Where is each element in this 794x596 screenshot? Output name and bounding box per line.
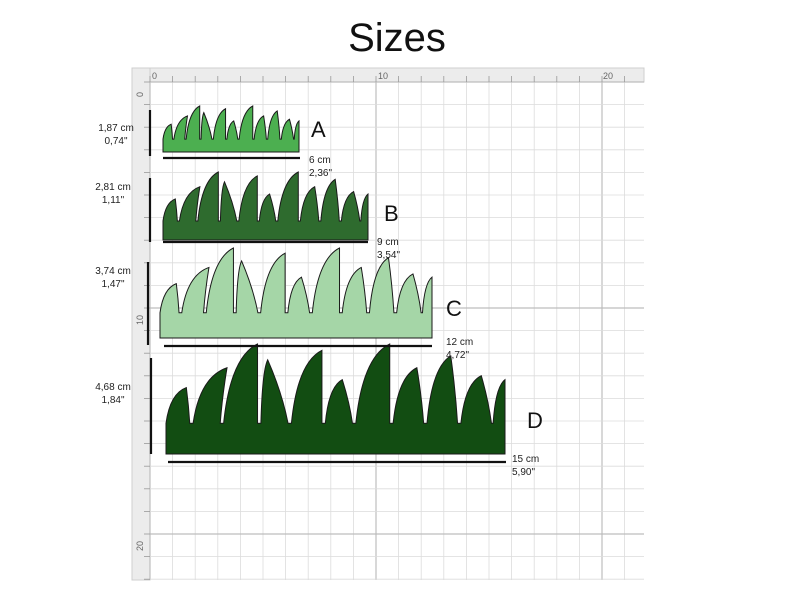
height-cm-b: 2,81 cm [95,182,131,193]
ruler-top-label-10: 10 [378,71,389,81]
grass-shape-d [165,343,506,455]
width-in-b: 3,54" [377,250,401,261]
grass-shape-a [162,105,300,153]
width-in-a: 2,36" [309,168,333,179]
height-label-b: 2,81 cm 1,11" [89,181,137,207]
width-label-c: 12 cm 4,72" [446,336,473,362]
height-cm-d: 4,68 cm [95,382,131,393]
width-in-c: 4,72" [446,350,470,361]
width-label-b: 9 cm 3,54" [377,236,400,262]
width-label-a: 6 cm 2,36" [309,154,332,180]
width-in-d: 5,90" [512,467,536,478]
ruler-left-label-0: 0 [135,91,145,97]
height-in-c: 1,47" [101,279,125,290]
height-label-d: 4,68 cm 1,84" [89,381,137,407]
letter-c: C [446,296,462,321]
height-label-a: 1,87 cm 0,74" [92,122,140,148]
width-cm-c: 12 cm [446,337,474,348]
letter-d: D [527,408,543,433]
ruler-top-label-20: 20 [603,71,614,81]
width-cm-a: 6 cm [309,155,331,166]
grass-shape-c [159,247,433,339]
letter-a: A [311,117,326,142]
width-cm-d: 15 cm [512,454,540,465]
width-label-d: 15 cm 5,90" [512,453,539,479]
height-in-a: 0,74" [104,136,128,147]
width-cm-b: 9 cm [377,237,399,248]
height-in-b: 1,11" [101,195,125,206]
grass-shapes [159,105,506,455]
height-cm-c: 3,74 cm [95,266,131,277]
letter-b: B [384,201,399,226]
ruler-left-label-10: 10 [135,314,145,325]
grass-shape-b [162,171,369,241]
ruler-left-label-20: 20 [135,540,145,551]
height-cm-a: 1,87 cm [98,123,134,134]
height-in-d: 1,84" [101,395,125,406]
page-title: Sizes [348,16,446,60]
dimension-bars [146,110,506,464]
height-label-c: 3,74 cm 1,47" [89,265,137,291]
ruler-top-label-0: 0 [152,71,158,81]
